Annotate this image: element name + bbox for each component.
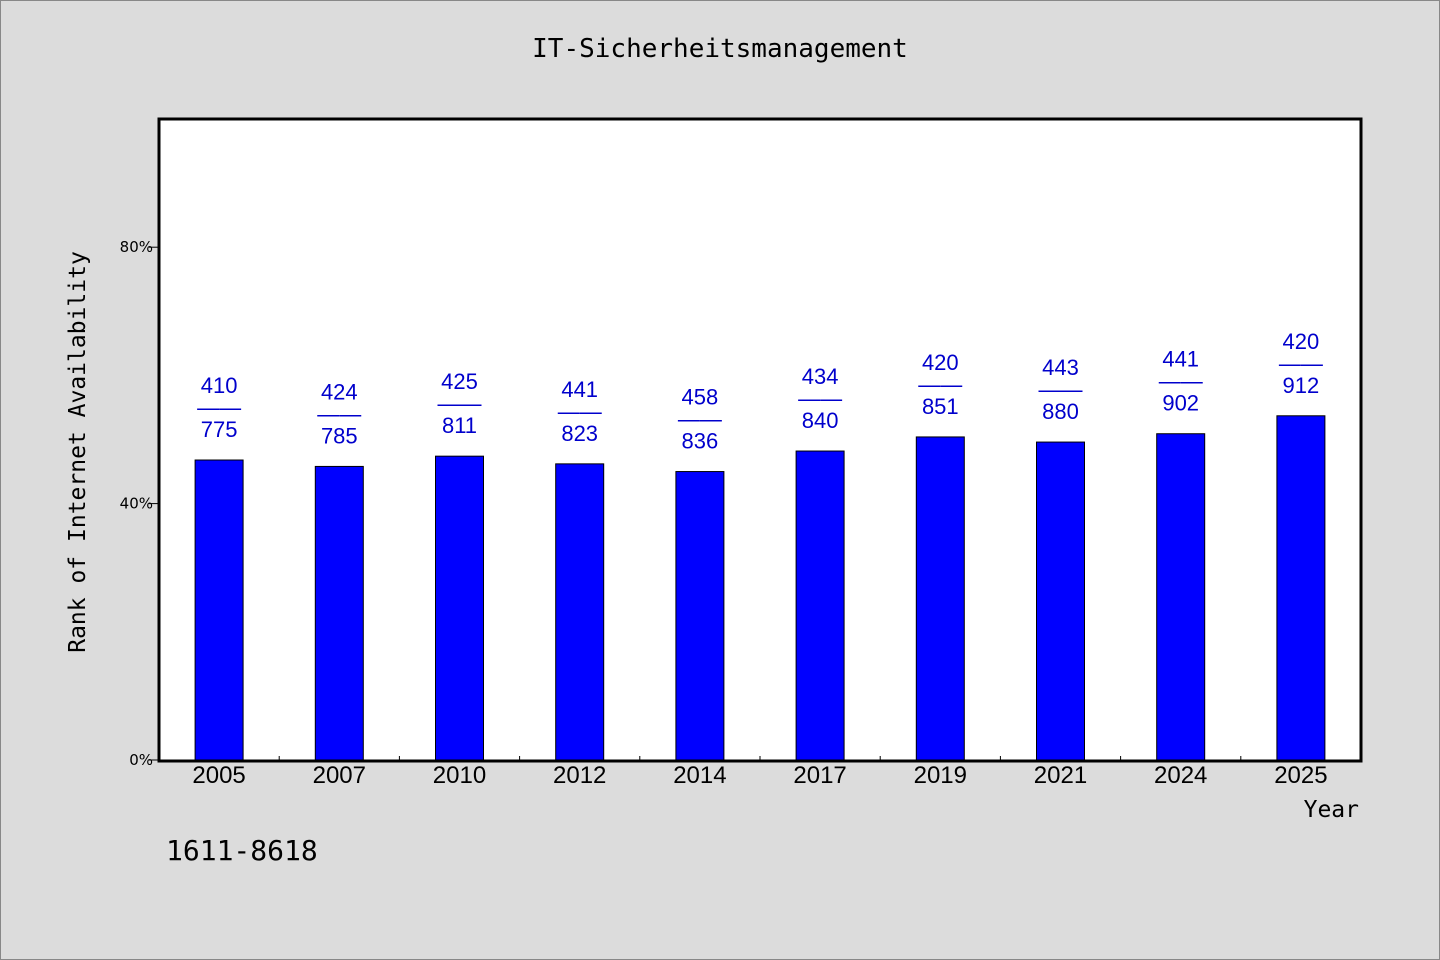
bar-label-bottom: 836 xyxy=(682,429,719,454)
bar-2014 xyxy=(675,471,725,761)
y-tick-label: 0% xyxy=(129,751,153,769)
x-tick-label: 2019 xyxy=(914,762,967,789)
bar-label-bottom: 775 xyxy=(201,417,238,442)
bar-label-separator: —— xyxy=(1159,369,1203,394)
footer-code: 1611-8618 xyxy=(166,834,318,867)
x-tick-label: 2014 xyxy=(673,762,726,789)
chart-title: IT-Sicherheitsmanagement xyxy=(532,34,908,64)
bar-2005 xyxy=(194,459,244,761)
bar-label-separator: —— xyxy=(317,401,361,426)
bar-label-top: 434 xyxy=(802,364,839,389)
bar-label-top: 424 xyxy=(321,379,358,404)
bar-label-top: 420 xyxy=(922,350,959,375)
bar-label-top: 425 xyxy=(441,369,478,394)
bar-2012 xyxy=(555,463,605,761)
bar-label-top: 443 xyxy=(1042,355,1079,380)
x-tick-label: 2010 xyxy=(433,762,486,789)
bar-2017 xyxy=(795,450,845,761)
x-tick-label: 2021 xyxy=(1034,762,1087,789)
x-tick-label: 2024 xyxy=(1154,762,1207,789)
x-tick-label: 2025 xyxy=(1274,762,1327,789)
bar-label-bottom: 840 xyxy=(802,408,839,433)
bar-label-bottom: 902 xyxy=(1162,391,1199,416)
bar-label-separator: —— xyxy=(678,407,722,432)
x-axis-title: Year xyxy=(1304,797,1359,823)
x-tick-label: 2007 xyxy=(313,762,366,789)
bar-label-separator: —— xyxy=(1039,377,1083,402)
bar-label-separator: —— xyxy=(438,391,482,416)
bar-label-separator: —— xyxy=(798,386,842,411)
bar-label-bottom: 880 xyxy=(1042,399,1079,424)
bar-label-bottom: 912 xyxy=(1283,373,1320,398)
x-tick-label: 2012 xyxy=(553,762,606,789)
bar-label-top: 458 xyxy=(682,385,719,410)
bar-2019 xyxy=(915,436,965,761)
bar-label-top: 441 xyxy=(1162,347,1199,372)
bar-label-separator: —— xyxy=(1279,351,1323,376)
bar-2024 xyxy=(1156,433,1206,761)
y-axis-title: Rank of Internet Availability xyxy=(65,251,91,653)
y-tick-label: 40% xyxy=(120,495,153,513)
bar-label-bottom: 785 xyxy=(321,423,358,448)
bar-2007 xyxy=(314,465,364,761)
bar-2025 xyxy=(1276,415,1326,761)
x-tick-label: 2005 xyxy=(192,762,245,789)
bar-label-top: 410 xyxy=(201,373,238,398)
bar-label-top: 441 xyxy=(561,377,598,402)
bar-2021 xyxy=(1036,441,1085,761)
bar-label-separator: —— xyxy=(558,399,602,424)
bar-label-bottom: 811 xyxy=(442,413,477,438)
y-tick-label: 80% xyxy=(120,238,153,256)
bar-label-bottom: 851 xyxy=(922,394,959,419)
bar-label-separator: —— xyxy=(918,372,962,397)
bar-label-separator: —— xyxy=(197,395,241,420)
bar-2010 xyxy=(435,455,484,761)
bar-label-bottom: 823 xyxy=(561,421,598,446)
x-tick-label: 2017 xyxy=(793,762,846,789)
bar-label-top: 420 xyxy=(1283,329,1320,354)
